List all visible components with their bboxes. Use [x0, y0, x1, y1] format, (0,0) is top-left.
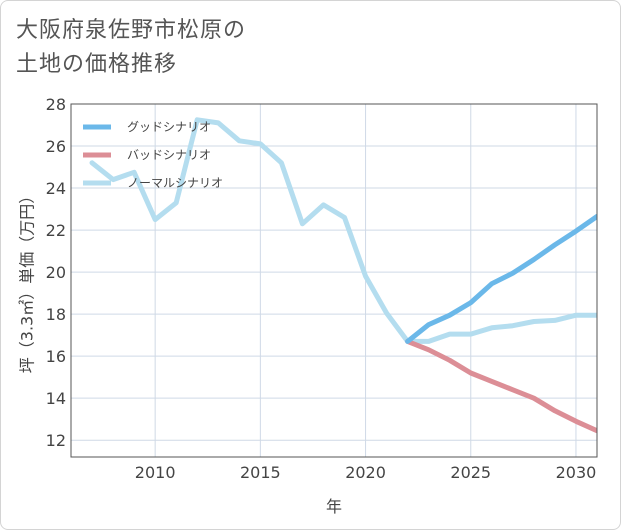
x-tick-label: 2015	[240, 463, 281, 482]
series-lines	[89, 117, 597, 434]
chart-title-line-1: 大阪府泉佐野市松原の	[16, 18, 247, 43]
legend-label: グッドシナリオ	[127, 120, 211, 134]
x-tick-label: 2025	[450, 463, 491, 482]
y-tick-label: 26	[46, 137, 66, 156]
y-axis-label: 坪（3.3㎡）単価（万円）	[18, 188, 37, 373]
plot-area-border	[70, 103, 598, 458]
y-tick-label: 28	[46, 95, 66, 114]
x-tick-labels: 2010 2015 2020 2025 2030	[135, 463, 597, 482]
x-axis-label: 年	[326, 497, 342, 516]
y-tick-label: 14	[46, 389, 66, 408]
x-tick-label: 2020	[345, 463, 386, 482]
legend-item-good: グッドシナリオ	[83, 120, 211, 134]
series-line-good	[405, 213, 597, 344]
series-line-bad	[405, 338, 597, 434]
legend-label: ノーマルシナリオ	[127, 176, 223, 190]
y-tick-label: 16	[46, 347, 66, 366]
y-tick-label: 12	[46, 431, 66, 450]
y-tick-label: 18	[46, 305, 66, 324]
legend-item-bad: バッドシナリオ	[83, 148, 211, 162]
chart-title: 大阪府泉佐野市松原の 土地の価格推移	[16, 14, 246, 82]
y-tick-label: 20	[46, 263, 66, 282]
legend-item-normal: ノーマルシナリオ	[83, 176, 223, 190]
chart-title-line-2: 土地の価格推移	[16, 52, 178, 77]
legend-label: バッドシナリオ	[127, 148, 211, 162]
series-line-normal	[89, 117, 597, 344]
x-tick-label: 2030	[556, 463, 597, 482]
y-tick-label: 22	[46, 221, 66, 240]
y-tick-labels: 12 14 16 18 20 22 24 26 28	[46, 95, 66, 450]
x-tick-label: 2010	[135, 463, 176, 482]
y-tick-label: 24	[46, 179, 66, 198]
